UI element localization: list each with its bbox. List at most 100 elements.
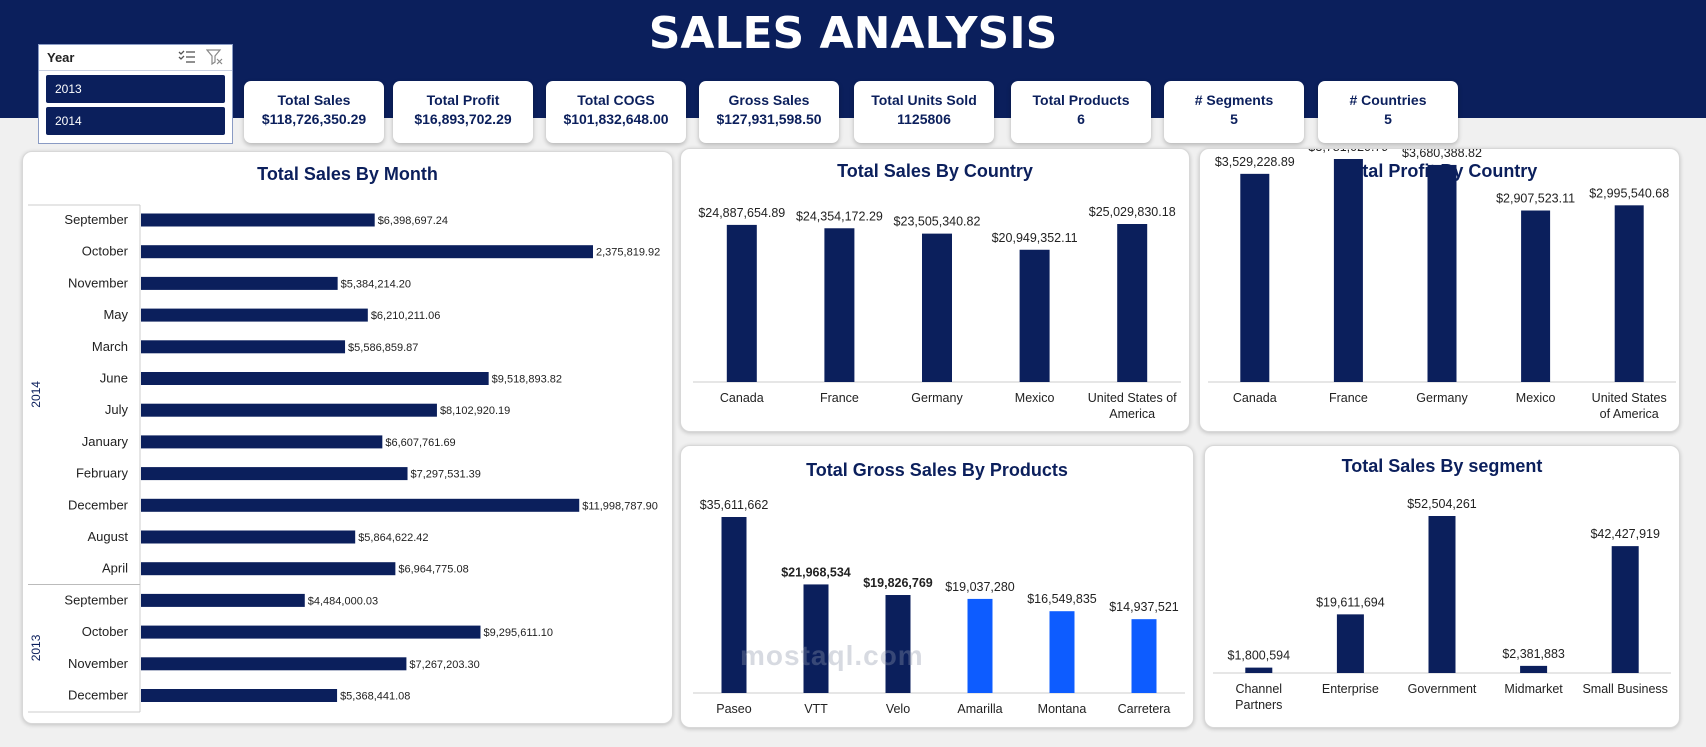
- tick-label: Canada: [720, 391, 764, 405]
- kpi-label: # Segments: [1194, 92, 1274, 108]
- kpi-card: # Segments 5: [1164, 81, 1304, 143]
- bar: [141, 435, 383, 449]
- tick-label: April: [102, 561, 128, 576]
- group-label: 2014: [29, 381, 43, 408]
- slicer-item-2013[interactable]: 2013: [46, 75, 225, 103]
- kpi-value: $118,726,350.29: [261, 111, 367, 127]
- bar: [1614, 205, 1644, 382]
- data-label: $6,398,697.24: [378, 215, 448, 227]
- slicer-item-2014[interactable]: 2014: [46, 107, 225, 135]
- bar: [1336, 614, 1364, 673]
- gross-sales-by-products-chart: $35,611,662 Paseo $21,968,534 VTT $19,826,76…: [693, 498, 1185, 716]
- bar: [141, 276, 338, 290]
- kpi-value: 5: [1230, 111, 1238, 127]
- panel-sales-by-month: Total Sales By Month September $6,398,697…: [22, 151, 673, 724]
- tick-label: September: [64, 212, 128, 227]
- bar: [141, 625, 481, 639]
- tick-label: Mexico: [1516, 391, 1556, 405]
- bar: [141, 657, 407, 671]
- bar: [967, 598, 993, 693]
- bar: [1427, 164, 1457, 382]
- slicer-header: Year: [39, 45, 232, 71]
- clear-filter-icon[interactable]: [206, 49, 224, 65]
- kpi-label: # Countries: [1349, 92, 1427, 108]
- bar: [721, 517, 747, 693]
- kpi-label: Total Units Sold: [871, 92, 977, 108]
- tick-label: October: [82, 244, 129, 259]
- bar: [141, 308, 368, 322]
- tick-label: October: [82, 624, 129, 639]
- bar: [1049, 611, 1075, 693]
- data-label: 2,375,819.92: [596, 247, 660, 259]
- bar: [1520, 665, 1548, 673]
- data-label: $19,826,769: [863, 576, 933, 590]
- bar: [1245, 667, 1273, 673]
- kpi-label: Gross Sales: [728, 92, 810, 108]
- panel-sales-by-segment: Total Sales By segment $1,800,594 Channel…: [1204, 445, 1680, 728]
- bar: [141, 530, 356, 544]
- data-label: $2,995,540.68: [1589, 186, 1669, 200]
- tick-label: Amarilla: [957, 702, 1002, 716]
- bar: [141, 689, 338, 702]
- data-label: $8,102,920.19: [440, 405, 510, 417]
- bar: [141, 403, 437, 417]
- kpi-card: Total Units Sold 1125806: [854, 81, 994, 143]
- kpi-value: $16,893,702.29: [414, 111, 512, 127]
- tick-label: Paseo: [716, 702, 751, 716]
- panel-sales-by-country: Total Sales By Country $24,887,654.89 Can…: [680, 148, 1190, 432]
- tick-label: America: [1109, 407, 1155, 421]
- data-label: $11,998,787.90: [582, 500, 658, 512]
- data-label: $21,968,534: [781, 565, 851, 579]
- tick-label: Carretera: [1118, 702, 1171, 716]
- panel-gross-sales-by-products: Total Gross Sales By Products $35,611,66…: [680, 445, 1194, 728]
- kpi-value: 1125806: [897, 111, 951, 127]
- data-label: $3,680,388.82: [1402, 149, 1482, 160]
- tick-label: November: [68, 275, 129, 290]
- data-label: $3,781,020.79: [1308, 149, 1388, 154]
- data-label: $7,267,203.30: [409, 659, 479, 671]
- bar: [885, 595, 911, 693]
- bar: [141, 562, 396, 576]
- data-label: $6,607,761.69: [385, 437, 455, 449]
- bar: [141, 340, 346, 354]
- bar: [141, 593, 305, 607]
- slicer-label: Year: [47, 50, 75, 65]
- data-label: $5,586,859.87: [348, 342, 418, 354]
- kpi-label: Total Profit: [426, 92, 500, 108]
- tick-label: Partners: [1235, 698, 1282, 712]
- tick-label: May: [103, 307, 128, 322]
- multi-select-icon[interactable]: [178, 49, 196, 65]
- panel-profit-by-country: Total Profit By Country $3,529,228.89Can…: [1199, 148, 1680, 432]
- year-slicer[interactable]: Year 2013 2014: [38, 44, 233, 144]
- tick-label: Velo: [886, 702, 910, 716]
- tick-label: VTT: [804, 702, 828, 716]
- tick-label: Germany: [1416, 391, 1468, 405]
- tick-label: Midmarket: [1504, 682, 1563, 696]
- tick-label: Mexico: [1015, 391, 1055, 405]
- sales-by-country-chart: $24,887,654.89 Canada $24,354,172.29 France…: [693, 205, 1181, 421]
- data-label: $2,381,883: [1502, 647, 1565, 661]
- sales-by-month-chart: September $6,398,697.24 October 2,375,819.9…: [28, 204, 660, 713]
- kpi-label: Total Sales: [277, 92, 351, 108]
- data-label: $9,295,611.10: [484, 627, 554, 639]
- bar: [141, 498, 580, 512]
- kpi-card: # Countries 5: [1318, 81, 1458, 143]
- data-label: $1,800,594: [1228, 649, 1291, 663]
- data-label: $14,937,521: [1109, 600, 1179, 614]
- tick-label: Enterprise: [1322, 682, 1379, 696]
- data-label: $5,368,441.08: [340, 691, 410, 703]
- data-label: $16,549,835: [1027, 592, 1097, 606]
- tick-label: Canada: [1233, 391, 1277, 405]
- bar: [1428, 516, 1456, 673]
- data-label: $25,029,830.18: [1089, 205, 1176, 219]
- kpi-card: Total Products 6: [1011, 81, 1151, 143]
- data-label: $24,887,654.89: [698, 206, 785, 220]
- bar: [1019, 249, 1050, 382]
- bar: [824, 228, 855, 382]
- chart-title: Total Gross Sales By Products: [806, 460, 1068, 480]
- bar: [1611, 546, 1639, 673]
- watermark: mostaql.com: [740, 640, 924, 671]
- tick-label: France: [820, 391, 859, 405]
- tick-label: Small Business: [1582, 682, 1667, 696]
- bar: [1521, 210, 1551, 382]
